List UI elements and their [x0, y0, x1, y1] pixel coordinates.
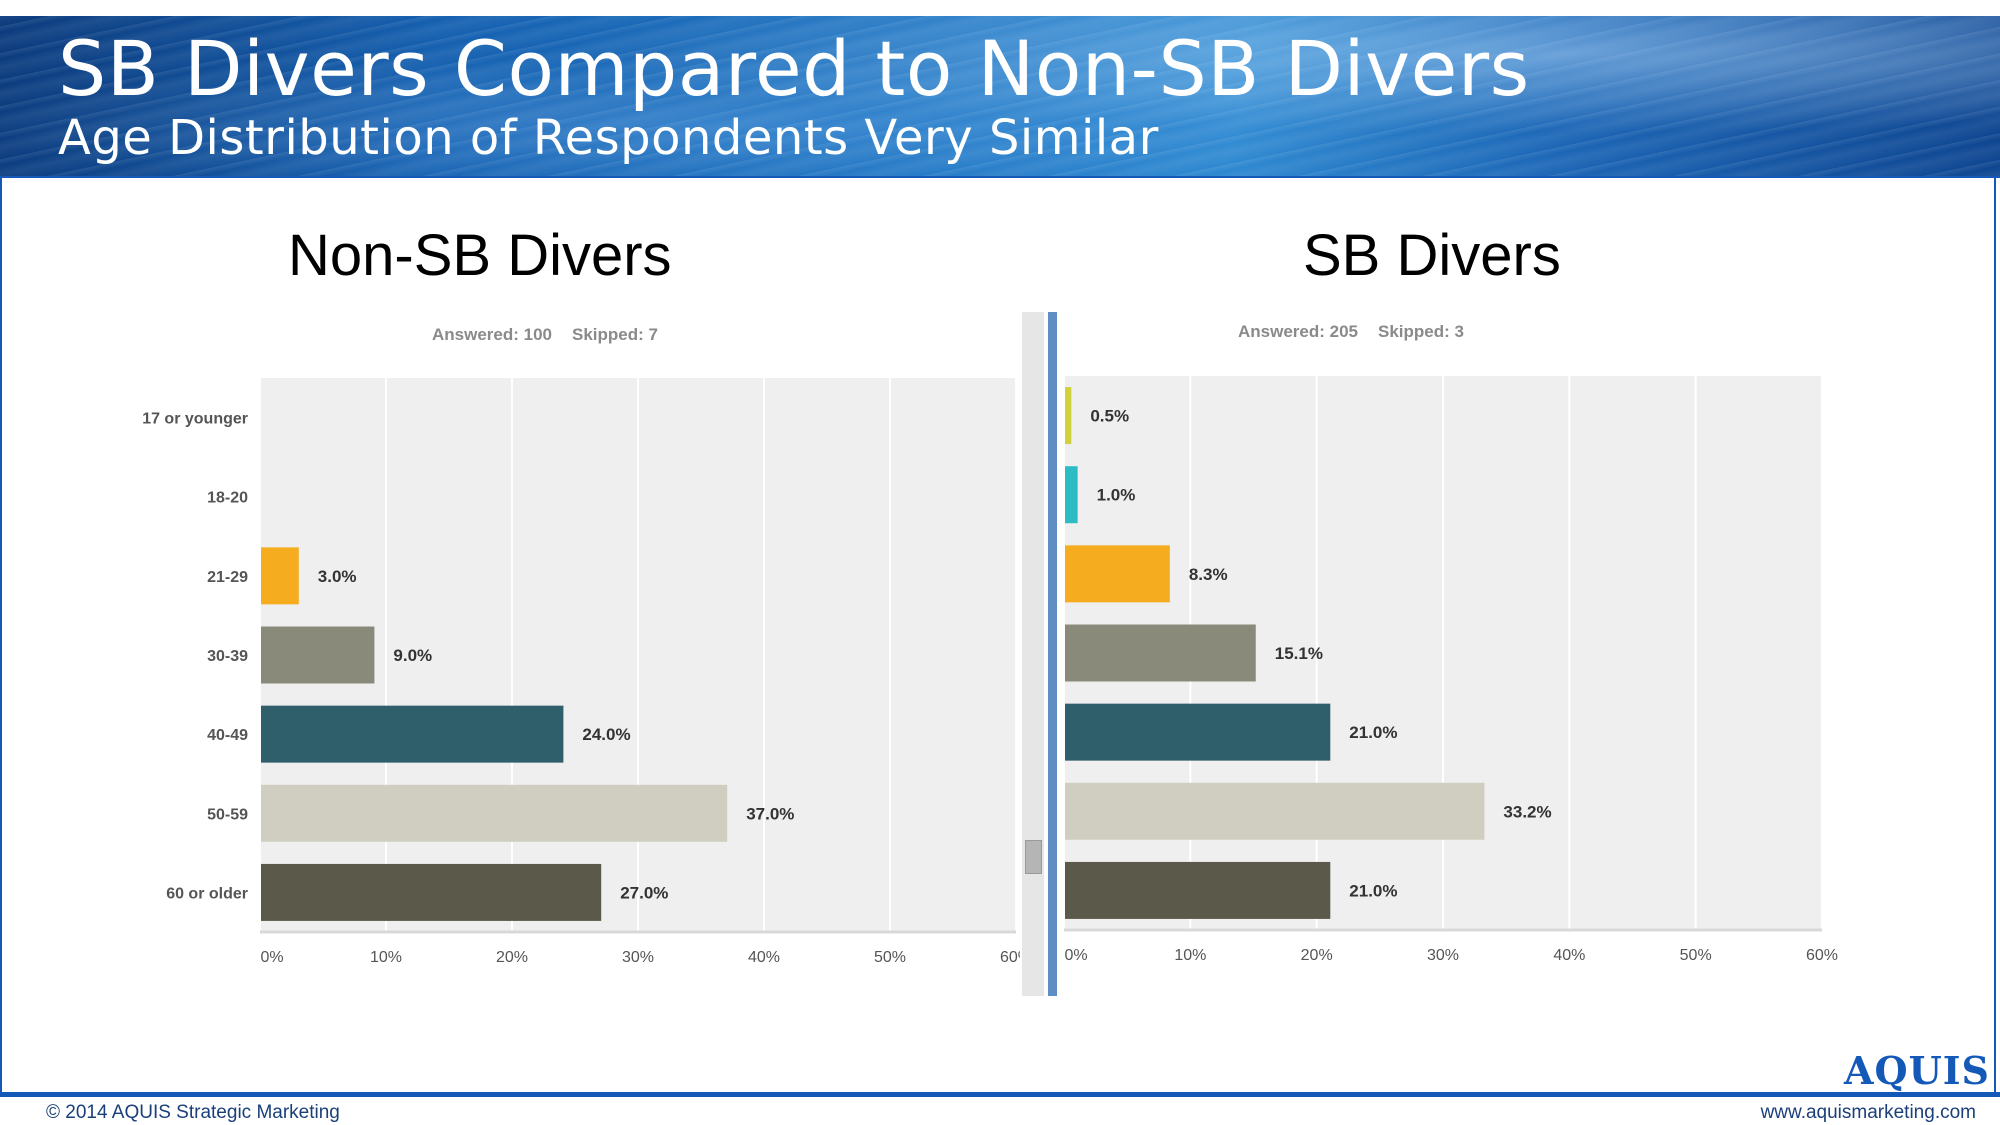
left-bar-40-49: [261, 705, 564, 763]
slide-title: SB Divers Compared to Non-SB Divers: [58, 24, 1530, 113]
right-bar-30-39: [1065, 624, 1256, 682]
left-answered: Answered: 100: [432, 325, 552, 344]
right-value-label: 15.1%: [1275, 644, 1323, 663]
right-tick-label: 30%: [1427, 947, 1459, 964]
left-tick-label: 60%: [1000, 949, 1020, 966]
left-bar-50-59: [261, 784, 728, 842]
left-tick-label: 50%: [874, 949, 906, 966]
left-tick-label: 40%: [748, 949, 780, 966]
right-value-label: 33.2%: [1503, 802, 1551, 821]
scrollbar-thumb[interactable]: [1025, 840, 1042, 874]
left-bar-30-39: [261, 626, 375, 684]
left-skipped: Skipped: 7: [572, 325, 658, 344]
left-bar-60-or-older: [261, 863, 602, 921]
left-category-label: 30-39: [207, 648, 248, 665]
right-tick-label: 10%: [1174, 947, 1206, 964]
right-bar-50-59: [1065, 782, 1485, 840]
right-skipped: Skipped: 3: [1378, 322, 1464, 341]
right-answered: Answered: 205: [1238, 322, 1358, 341]
panel-divider: [1048, 312, 1057, 996]
right-value-label: 8.3%: [1189, 565, 1228, 584]
left-tick-label: 10%: [370, 949, 402, 966]
left-category-label: 21-29: [207, 569, 248, 586]
left-tick-label: 0%: [260, 949, 283, 966]
right-panel-title: SB Divers: [1303, 223, 1561, 288]
right-tick-label: 60%: [1806, 947, 1838, 964]
right-tick-label: 50%: [1680, 947, 1712, 964]
left-category-label: 40-49: [207, 727, 248, 744]
header-divider: [0, 176, 2000, 178]
left-value-label: 3.0%: [318, 567, 357, 586]
left-category-label: 17 or younger: [142, 411, 248, 428]
left-category-label: 60 or older: [166, 885, 248, 902]
right-bar-21-29: [1065, 545, 1170, 603]
scrollbar-track[interactable]: [1022, 312, 1044, 996]
copyright-text: © 2014 AQUIS Strategic Marketing: [46, 1102, 340, 1123]
right-bar-40-49: [1065, 703, 1331, 761]
right-value-label: 0.5%: [1090, 407, 1129, 426]
left-response-stats: Answered: 100 Skipped: 7: [432, 325, 678, 345]
left-value-label: 37.0%: [746, 804, 794, 823]
header-banner: SB Divers Compared to Non-SB Divers Age …: [0, 0, 2000, 178]
right-bar-18-20: [1065, 466, 1078, 524]
right-tick-label: 0%: [1064, 947, 1087, 964]
right-bar-17-or-younger: [1065, 387, 1072, 445]
slide-subtitle: Age Distribution of Respondents Very Sim…: [58, 110, 1159, 166]
left-value-label: 24.0%: [582, 725, 630, 744]
left-bar-21-29: [261, 547, 299, 605]
right-response-stats: Answered: 205 Skipped: 3: [1238, 322, 1484, 342]
left-category-label: 50-59: [207, 806, 248, 823]
right-bar-60-or-older: [1065, 861, 1331, 919]
left-value-label: 27.0%: [620, 883, 668, 902]
non-sb-age-chart: 0% 10% 20% 30% 40% 50% 60% 17 or younger 18-20 21…: [142, 378, 1020, 966]
left-value-label: 9.0%: [393, 646, 432, 665]
right-value-label: 21.0%: [1349, 881, 1397, 900]
left-panel-title: Non-SB Divers: [288, 223, 672, 288]
sb-age-chart: 0% 10% 20% 30% 40% 50% 60% 0.5% 1.0% 8.3% 15.1% 21.…: [1063, 376, 1838, 964]
website-link[interactable]: www.aquismarketing.com: [1760, 1102, 1976, 1123]
left-tick-label: 30%: [622, 949, 654, 966]
aquis-logo: AQUIS: [1844, 1048, 1990, 1093]
right-value-label: 21.0%: [1349, 723, 1397, 742]
right-tick-label: 20%: [1301, 947, 1333, 964]
header-top-band: [0, 0, 2000, 16]
right-tick-label: 40%: [1553, 947, 1585, 964]
left-category-label: 18-20: [207, 490, 248, 507]
footer-divider: [0, 1092, 2000, 1097]
right-value-label: 1.0%: [1097, 486, 1136, 505]
left-tick-label: 20%: [496, 949, 528, 966]
